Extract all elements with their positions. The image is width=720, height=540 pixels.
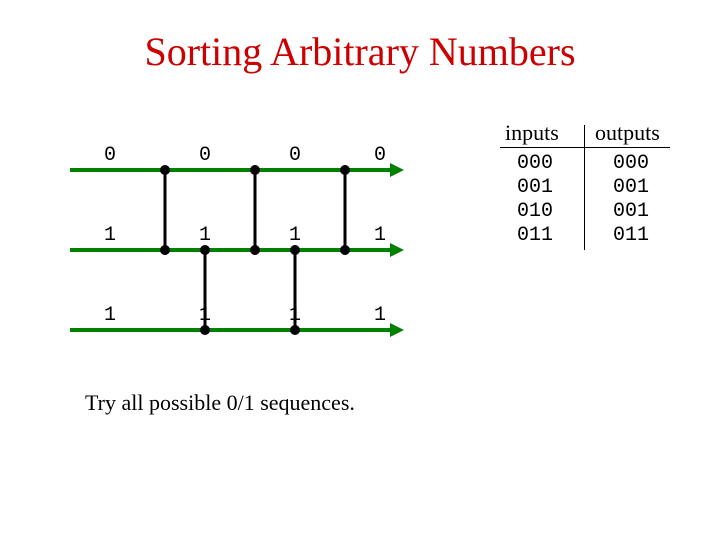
outputs-header: outputs: [595, 120, 660, 146]
caption-text: Try all possible 0/1 sequences.: [85, 390, 355, 416]
wire-label: 1: [374, 304, 386, 327]
inputs-column: 000 001 010 011: [517, 152, 553, 248]
slide-title: Sorting Arbitrary Numbers: [0, 28, 720, 75]
sorting-network-diagram: [60, 150, 420, 370]
outputs-column: 000 001 001 011: [613, 152, 649, 248]
wire-label: 1: [104, 224, 116, 247]
io-table-vertical-rule: [584, 125, 585, 250]
wire-label: 1: [374, 224, 386, 247]
wire-label: 0: [104, 144, 116, 167]
wire-label: 0: [199, 144, 211, 167]
wire-label: 0: [374, 144, 386, 167]
wire-label: 1: [289, 304, 301, 327]
wire-label: 1: [104, 304, 116, 327]
wire-label: 0: [289, 144, 301, 167]
inputs-header: inputs: [505, 120, 559, 146]
wire-label: 1: [199, 304, 211, 327]
wire-label: 1: [289, 224, 301, 247]
io-table-horizontal-rule: [500, 147, 670, 148]
wire-label: 1: [199, 224, 211, 247]
